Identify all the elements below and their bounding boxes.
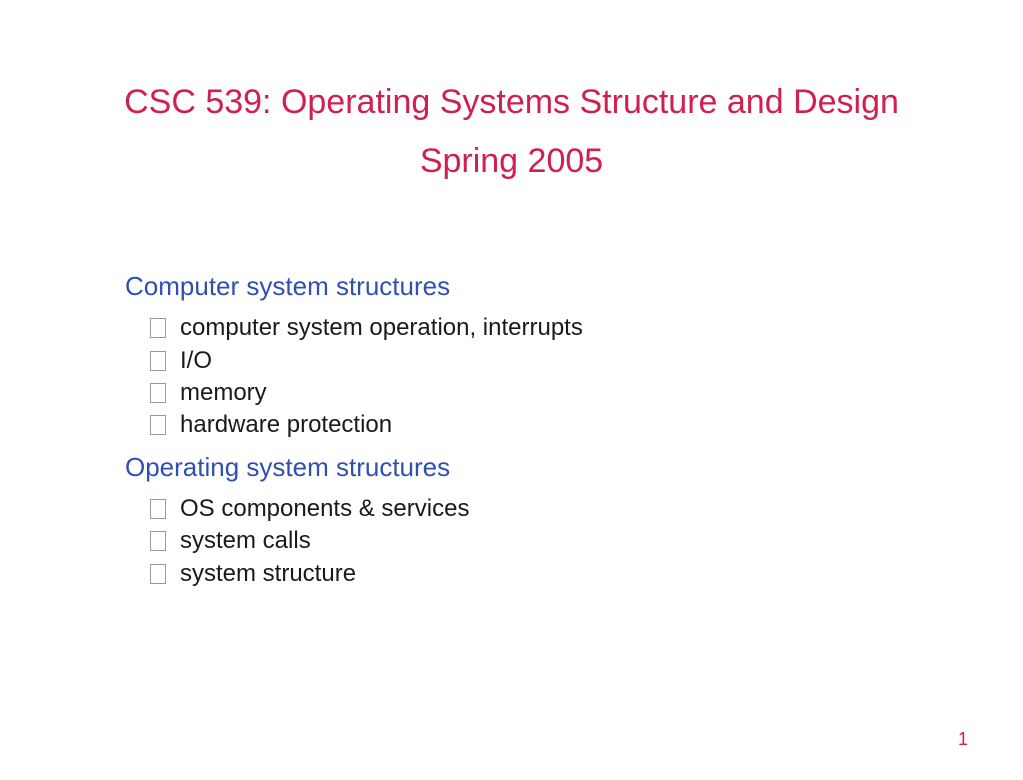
list-item: system calls [180, 525, 923, 557]
slide-subtitle: Spring 2005 [100, 142, 923, 181]
section-heading-1: Computer system structures [125, 271, 923, 302]
list-item: system structure [180, 558, 923, 590]
bullet-list-2: OS components & services system calls sy… [125, 493, 923, 590]
page-number: 1 [958, 729, 968, 750]
list-item: I/O [180, 345, 923, 377]
list-item: hardware protection [180, 409, 923, 441]
bullet-list-1: computer system operation, interrupts I/… [125, 312, 923, 442]
section-heading-2: Operating system structures [125, 452, 923, 483]
list-item: memory [180, 377, 923, 409]
list-item: computer system operation, interrupts [180, 312, 923, 344]
list-item: OS components & services [180, 493, 923, 525]
slide-title: CSC 539: Operating Systems Structure and… [100, 80, 923, 124]
slide-content: Computer system structures computer syst… [100, 271, 923, 590]
slide-container: CSC 539: Operating Systems Structure and… [0, 0, 1023, 780]
